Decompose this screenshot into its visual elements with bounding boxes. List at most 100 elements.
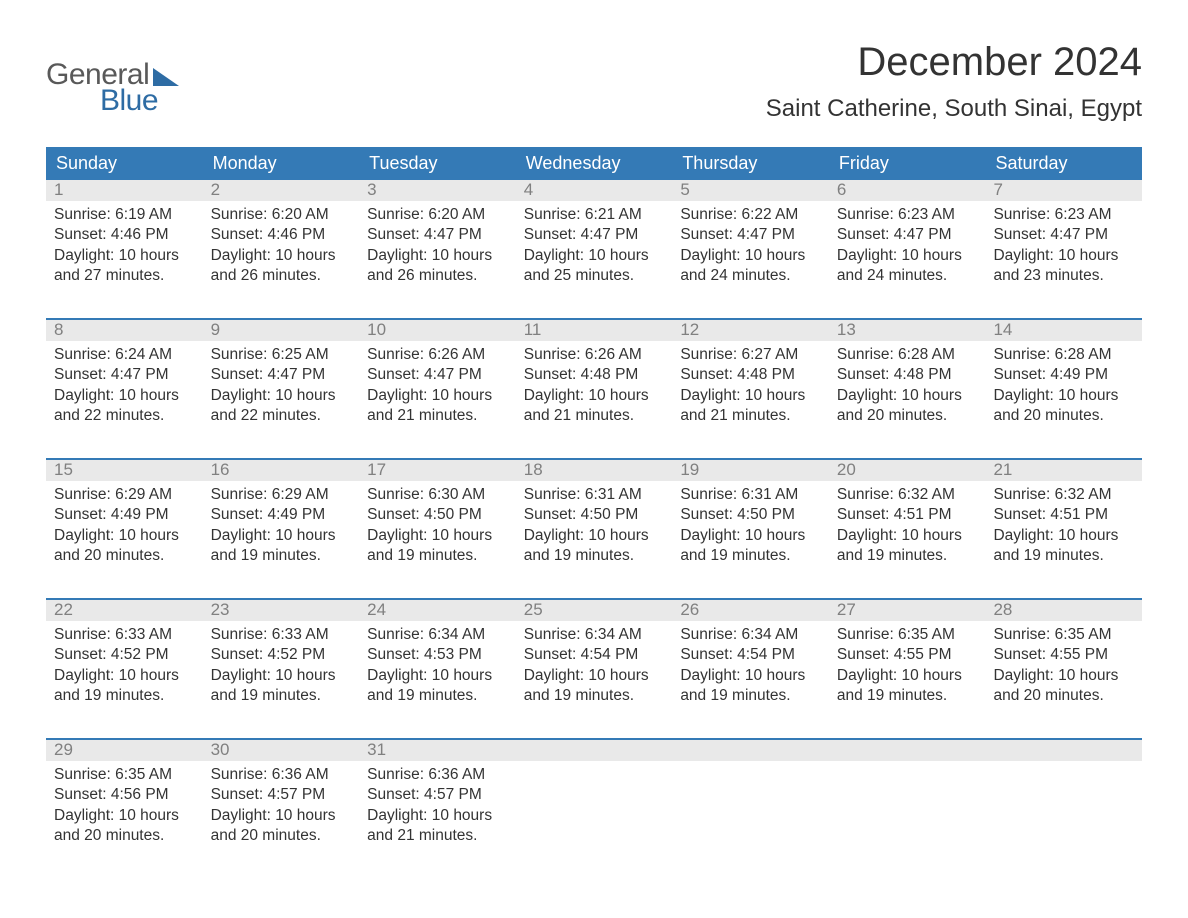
- day-number: 30: [203, 740, 360, 761]
- day-body: Sunrise: 6:30 AMSunset: 4:50 PMDaylight:…: [359, 481, 516, 571]
- day-number: 3: [359, 180, 516, 201]
- sunrise-text: Sunrise: 6:26 AM: [367, 345, 508, 365]
- sunset-text: Sunset: 4:48 PM: [837, 365, 978, 385]
- calendar-cell: 31Sunrise: 6:36 AMSunset: 4:57 PMDayligh…: [359, 740, 516, 860]
- day-number: 21: [985, 460, 1142, 481]
- sunset-text: Sunset: 4:47 PM: [524, 225, 665, 245]
- day-body: Sunrise: 6:20 AMSunset: 4:46 PMDaylight:…: [203, 201, 360, 291]
- day-number: 20: [829, 460, 986, 481]
- calendar: Sunday Monday Tuesday Wednesday Thursday…: [46, 147, 1142, 860]
- day-body: Sunrise: 6:23 AMSunset: 4:47 PMDaylight:…: [985, 201, 1142, 291]
- daylight-text-2: and 19 minutes.: [367, 686, 508, 706]
- sunrise-text: Sunrise: 6:34 AM: [680, 625, 821, 645]
- daylight-text: Daylight: 10 hours: [837, 526, 978, 546]
- sunrise-text: Sunrise: 6:29 AM: [54, 485, 195, 505]
- sunrise-text: Sunrise: 6:36 AM: [211, 765, 352, 785]
- day-body: Sunrise: 6:34 AMSunset: 4:54 PMDaylight:…: [516, 621, 673, 711]
- daylight-text: Daylight: 10 hours: [993, 526, 1134, 546]
- daylight-text-2: and 20 minutes.: [837, 406, 978, 426]
- calendar-cell: 28Sunrise: 6:35 AMSunset: 4:55 PMDayligh…: [985, 600, 1142, 720]
- day-number: 24: [359, 600, 516, 621]
- day-body: Sunrise: 6:36 AMSunset: 4:57 PMDaylight:…: [203, 761, 360, 851]
- sunrise-text: Sunrise: 6:23 AM: [993, 205, 1134, 225]
- day-number: 27: [829, 600, 986, 621]
- daylight-text-2: and 23 minutes.: [993, 266, 1134, 286]
- sunset-text: Sunset: 4:46 PM: [54, 225, 195, 245]
- day-body: Sunrise: 6:29 AMSunset: 4:49 PMDaylight:…: [46, 481, 203, 571]
- day-body: Sunrise: 6:29 AMSunset: 4:49 PMDaylight:…: [203, 481, 360, 571]
- day-number: 13: [829, 320, 986, 341]
- calendar-cell: 18Sunrise: 6:31 AMSunset: 4:50 PMDayligh…: [516, 460, 673, 580]
- calendar-cell: 10Sunrise: 6:26 AMSunset: 4:47 PMDayligh…: [359, 320, 516, 440]
- sunrise-text: Sunrise: 6:27 AM: [680, 345, 821, 365]
- brand-sail-icon: [153, 68, 179, 86]
- day-body: Sunrise: 6:21 AMSunset: 4:47 PMDaylight:…: [516, 201, 673, 291]
- sunset-text: Sunset: 4:46 PM: [211, 225, 352, 245]
- daylight-text: Daylight: 10 hours: [993, 666, 1134, 686]
- sunrise-text: Sunrise: 6:26 AM: [524, 345, 665, 365]
- daylight-text-2: and 19 minutes.: [524, 686, 665, 706]
- sunset-text: Sunset: 4:51 PM: [993, 505, 1134, 525]
- sunrise-text: Sunrise: 6:20 AM: [211, 205, 352, 225]
- week-row: 1Sunrise: 6:19 AMSunset: 4:46 PMDaylight…: [46, 180, 1142, 300]
- sunset-text: Sunset: 4:47 PM: [54, 365, 195, 385]
- day-number: 17: [359, 460, 516, 481]
- daylight-text-2: and 19 minutes.: [837, 546, 978, 566]
- sunrise-text: Sunrise: 6:32 AM: [837, 485, 978, 505]
- calendar-cell: 1Sunrise: 6:19 AMSunset: 4:46 PMDaylight…: [46, 180, 203, 300]
- day-number: 18: [516, 460, 673, 481]
- sunrise-text: Sunrise: 6:35 AM: [837, 625, 978, 645]
- day-body: Sunrise: 6:27 AMSunset: 4:48 PMDaylight:…: [672, 341, 829, 431]
- day-number: 5: [672, 180, 829, 201]
- day-body: Sunrise: 6:22 AMSunset: 4:47 PMDaylight:…: [672, 201, 829, 291]
- sunrise-text: Sunrise: 6:30 AM: [367, 485, 508, 505]
- sunset-text: Sunset: 4:47 PM: [993, 225, 1134, 245]
- sunset-text: Sunset: 4:50 PM: [524, 505, 665, 525]
- day-number: 15: [46, 460, 203, 481]
- sunset-text: Sunset: 4:49 PM: [993, 365, 1134, 385]
- calendar-cell: 4Sunrise: 6:21 AMSunset: 4:47 PMDaylight…: [516, 180, 673, 300]
- day-number: 26: [672, 600, 829, 621]
- daylight-text-2: and 20 minutes.: [211, 826, 352, 846]
- daylight-text: Daylight: 10 hours: [680, 386, 821, 406]
- daylight-text-2: and 24 minutes.: [680, 266, 821, 286]
- calendar-cell: 11Sunrise: 6:26 AMSunset: 4:48 PMDayligh…: [516, 320, 673, 440]
- sunset-text: Sunset: 4:52 PM: [54, 645, 195, 665]
- dayheader-thursday: Thursday: [672, 147, 829, 180]
- sunrise-text: Sunrise: 6:25 AM: [211, 345, 352, 365]
- page-header: General Blue December 2024 Saint Catheri…: [46, 40, 1142, 139]
- daylight-text-2: and 19 minutes.: [837, 686, 978, 706]
- daylight-text: Daylight: 10 hours: [367, 386, 508, 406]
- daylight-text-2: and 22 minutes.: [211, 406, 352, 426]
- sunset-text: Sunset: 4:51 PM: [837, 505, 978, 525]
- daylight-text: Daylight: 10 hours: [367, 806, 508, 826]
- daylight-text: Daylight: 10 hours: [680, 246, 821, 266]
- week-row: 29Sunrise: 6:35 AMSunset: 4:56 PMDayligh…: [46, 738, 1142, 860]
- sunrise-text: Sunrise: 6:19 AM: [54, 205, 195, 225]
- calendar-cell: 17Sunrise: 6:30 AMSunset: 4:50 PMDayligh…: [359, 460, 516, 580]
- sunrise-text: Sunrise: 6:34 AM: [367, 625, 508, 645]
- day-body: Sunrise: 6:26 AMSunset: 4:47 PMDaylight:…: [359, 341, 516, 431]
- daylight-text-2: and 20 minutes.: [54, 826, 195, 846]
- sunset-text: Sunset: 4:48 PM: [524, 365, 665, 385]
- calendar-cell: 29Sunrise: 6:35 AMSunset: 4:56 PMDayligh…: [46, 740, 203, 860]
- day-number: 4: [516, 180, 673, 201]
- sunset-text: Sunset: 4:49 PM: [54, 505, 195, 525]
- daylight-text: Daylight: 10 hours: [993, 246, 1134, 266]
- daylight-text-2: and 19 minutes.: [211, 546, 352, 566]
- daylight-text: Daylight: 10 hours: [211, 666, 352, 686]
- day-body: Sunrise: 6:33 AMSunset: 4:52 PMDaylight:…: [46, 621, 203, 711]
- day-number: 10: [359, 320, 516, 341]
- daylight-text-2: and 20 minutes.: [993, 686, 1134, 706]
- day-number: 2: [203, 180, 360, 201]
- day-body: Sunrise: 6:35 AMSunset: 4:56 PMDaylight:…: [46, 761, 203, 851]
- calendar-cell: 6Sunrise: 6:23 AMSunset: 4:47 PMDaylight…: [829, 180, 986, 300]
- sunset-text: Sunset: 4:47 PM: [367, 225, 508, 245]
- sunset-text: Sunset: 4:56 PM: [54, 785, 195, 805]
- sunset-text: Sunset: 4:47 PM: [680, 225, 821, 245]
- day-body: Sunrise: 6:35 AMSunset: 4:55 PMDaylight:…: [829, 621, 986, 711]
- daylight-text-2: and 21 minutes.: [524, 406, 665, 426]
- daylight-text: Daylight: 10 hours: [54, 806, 195, 826]
- daylight-text: Daylight: 10 hours: [54, 526, 195, 546]
- sunset-text: Sunset: 4:55 PM: [993, 645, 1134, 665]
